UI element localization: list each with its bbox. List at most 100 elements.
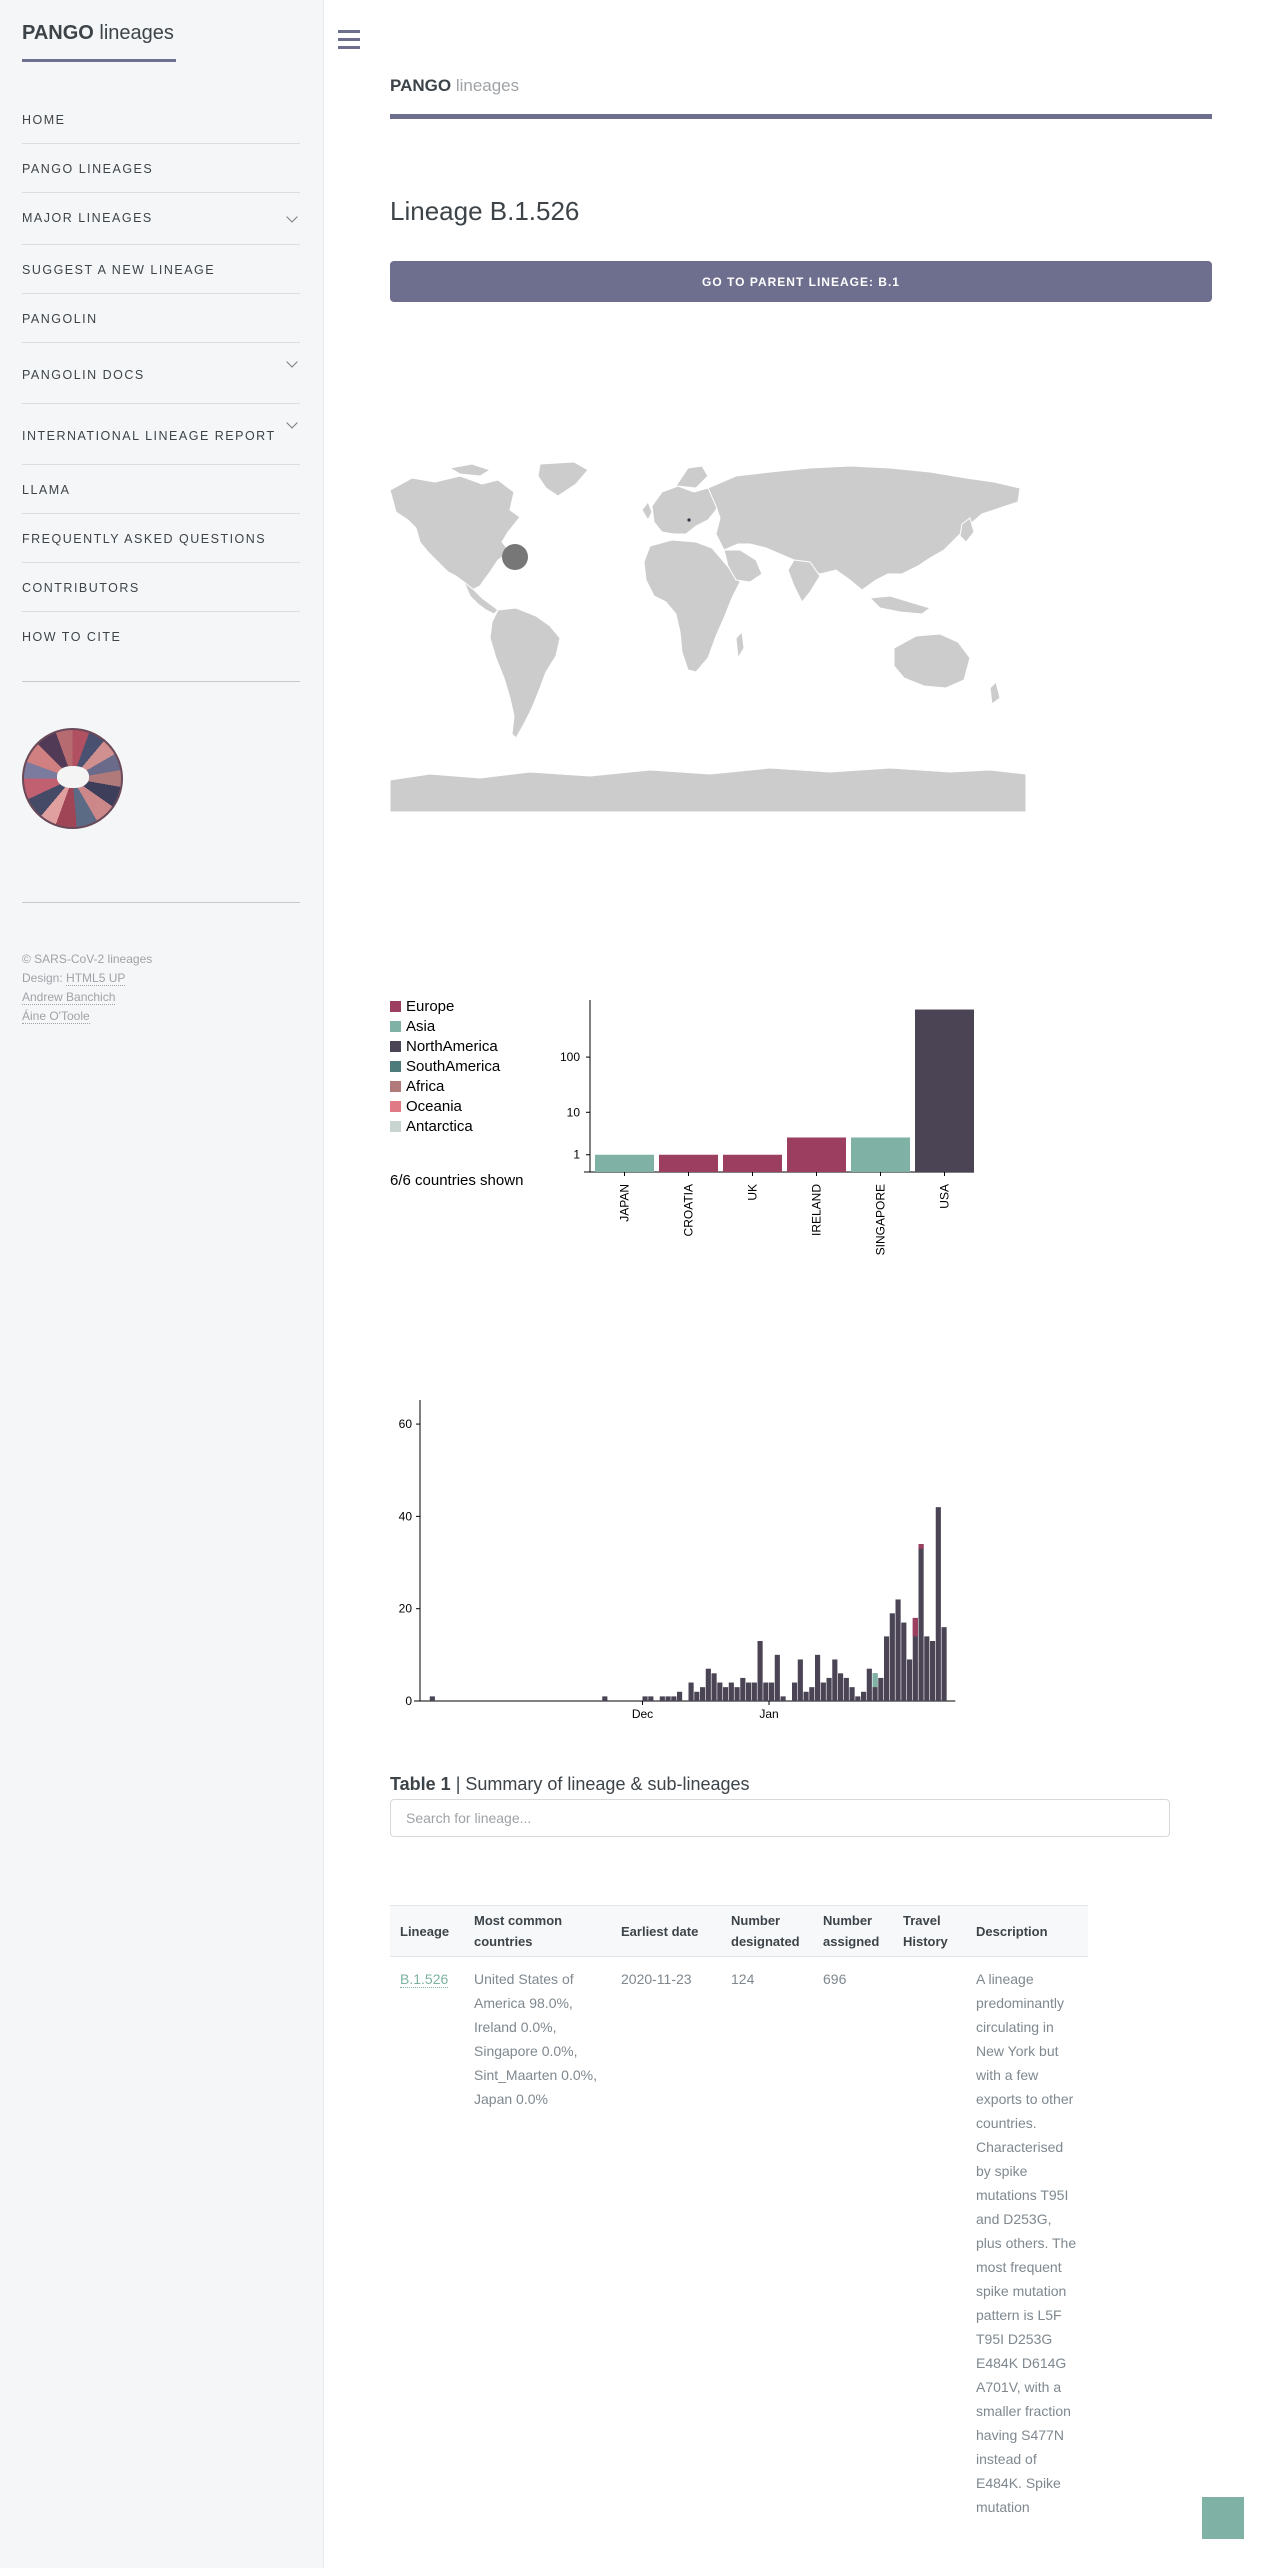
time-bar[interactable]: [602, 1696, 608, 1701]
bar-usa[interactable]: [915, 1009, 974, 1172]
bar-croatia[interactable]: [659, 1154, 718, 1172]
menu-item-home[interactable]: HOME: [22, 95, 300, 144]
time-bar[interactable]: [907, 1659, 913, 1701]
author-link[interactable]: Áine O'Toole: [22, 1009, 90, 1024]
lineage-search-input[interactable]: [390, 1799, 1170, 1837]
parent-lineage-button[interactable]: GO TO PARENT LINEAGE: B.1: [390, 261, 1212, 302]
time-bar[interactable]: [878, 1677, 884, 1701]
header-brand[interactable]: PANGO lineages: [390, 76, 519, 96]
time-bar-europe[interactable]: [912, 1617, 918, 1637]
time-bar[interactable]: [723, 1687, 729, 1701]
time-bar[interactable]: [797, 1659, 803, 1701]
time-bar[interactable]: [694, 1691, 700, 1701]
time-bar[interactable]: [861, 1691, 867, 1701]
time-bar[interactable]: [688, 1682, 694, 1701]
time-bar[interactable]: [648, 1696, 654, 1701]
time-bar[interactable]: [826, 1677, 832, 1701]
time-bar[interactable]: [901, 1622, 907, 1701]
column-header[interactable]: Number assigned: [823, 1913, 880, 1949]
legend-item[interactable]: Europe: [390, 996, 500, 1016]
time-bar[interactable]: [757, 1641, 763, 1701]
column-header[interactable]: Description: [976, 1923, 1048, 1939]
time-bar[interactable]: [705, 1668, 711, 1701]
menu-item-contributors[interactable]: CONTRIBUTORS: [22, 563, 300, 612]
time-bar[interactable]: [832, 1659, 838, 1701]
menu-toggle-icon[interactable]: [338, 30, 360, 50]
column-header[interactable]: Lineage: [400, 1923, 450, 1939]
bar-japan[interactable]: [595, 1154, 654, 1172]
legend-item[interactable]: SouthAmerica: [390, 1056, 500, 1076]
time-bar[interactable]: [912, 1617, 918, 1701]
time-bar[interactable]: [849, 1687, 855, 1701]
lineage-link[interactable]: B.1.526: [400, 1971, 449, 1988]
time-bar[interactable]: [889, 1613, 895, 1701]
time-bar[interactable]: [941, 1627, 947, 1701]
time-bar[interactable]: [780, 1696, 786, 1701]
time-bar[interactable]: [429, 1696, 435, 1701]
menu-item-suggest[interactable]: SUGGEST A NEW LINEAGE: [22, 245, 300, 294]
bar-ireland[interactable]: [787, 1137, 846, 1172]
menu-item-faq[interactable]: FREQUENTLY ASKED QUESTIONS: [22, 514, 300, 563]
time-bar[interactable]: [884, 1636, 890, 1701]
time-bar[interactable]: [700, 1687, 706, 1701]
menu-item-llama[interactable]: LLAMA: [22, 465, 300, 514]
time-bar[interactable]: [930, 1641, 936, 1701]
time-bar[interactable]: [717, 1682, 723, 1701]
menu-item-international-report[interactable]: INTERNATIONAL LINEAGE REPORT: [22, 404, 300, 465]
time-bar[interactable]: [866, 1668, 872, 1701]
time-bar[interactable]: [728, 1682, 734, 1701]
time-bar[interactable]: [843, 1677, 849, 1701]
bar-singapore[interactable]: [851, 1137, 910, 1172]
time-bar[interactable]: [838, 1673, 844, 1701]
time-bar[interactable]: [671, 1696, 677, 1701]
time-bar[interactable]: [809, 1687, 815, 1701]
time-bar[interactable]: [855, 1696, 861, 1701]
world-map[interactable]: [390, 462, 1026, 812]
time-bar[interactable]: [677, 1691, 683, 1701]
menu-item-pangolin-docs[interactable]: PANGOLIN DOCS: [22, 343, 300, 404]
time-bar[interactable]: [918, 1544, 924, 1701]
map-marker-usa[interactable]: [502, 544, 528, 570]
time-bar[interactable]: [803, 1691, 809, 1701]
bar-uk[interactable]: [723, 1154, 782, 1172]
legend-label: Asia: [406, 1017, 436, 1035]
legend-item[interactable]: Africa: [390, 1076, 500, 1096]
legend-item[interactable]: Asia: [390, 1016, 500, 1036]
time-bar[interactable]: [763, 1682, 769, 1701]
time-bar[interactable]: [815, 1654, 821, 1701]
column-header[interactable]: Most common countries: [474, 1913, 563, 1949]
time-bar[interactable]: [792, 1682, 798, 1701]
time-bar[interactable]: [924, 1636, 930, 1701]
time-bar[interactable]: [740, 1677, 746, 1701]
menu-item-pango-lineages[interactable]: PANGO LINEAGES: [22, 144, 300, 193]
time-bar[interactable]: [642, 1696, 648, 1701]
time-bar[interactable]: [746, 1682, 752, 1701]
author-link[interactable]: Andrew Banchich: [22, 990, 116, 1005]
time-bar[interactable]: [665, 1696, 671, 1701]
map-marker-europe[interactable]: [687, 518, 691, 522]
y-tick-label: 20: [399, 1602, 413, 1616]
legend-item[interactable]: Oceania: [390, 1096, 500, 1116]
time-bar-asia[interactable]: [872, 1673, 878, 1688]
design-link[interactable]: HTML5 UP: [66, 971, 126, 986]
time-bar[interactable]: [751, 1682, 757, 1701]
time-bar[interactable]: [769, 1682, 775, 1701]
time-bar[interactable]: [895, 1599, 901, 1701]
time-bar-europe[interactable]: [918, 1544, 924, 1549]
time-bar[interactable]: [820, 1682, 826, 1701]
legend-item[interactable]: NorthAmerica: [390, 1036, 500, 1056]
legend-item[interactable]: Antarctica: [390, 1116, 500, 1136]
scroll-to-top-button[interactable]: [1202, 2497, 1244, 2539]
time-bar[interactable]: [774, 1654, 780, 1701]
column-header[interactable]: Travel History: [903, 1913, 948, 1949]
menu-item-major-lineages[interactable]: MAJOR LINEAGES: [22, 193, 300, 245]
time-bar[interactable]: [659, 1696, 665, 1701]
sidebar-brand[interactable]: PANGO lineages: [22, 22, 176, 62]
menu-item-how-to-cite[interactable]: HOW TO CITE: [22, 612, 300, 661]
menu-item-pangolin[interactable]: PANGOLIN: [22, 294, 300, 343]
time-bar[interactable]: [734, 1687, 740, 1701]
time-bar[interactable]: [711, 1673, 717, 1701]
column-header[interactable]: Number designated: [731, 1913, 800, 1949]
time-bar[interactable]: [935, 1507, 941, 1701]
column-header[interactable]: Earliest date: [621, 1923, 699, 1939]
